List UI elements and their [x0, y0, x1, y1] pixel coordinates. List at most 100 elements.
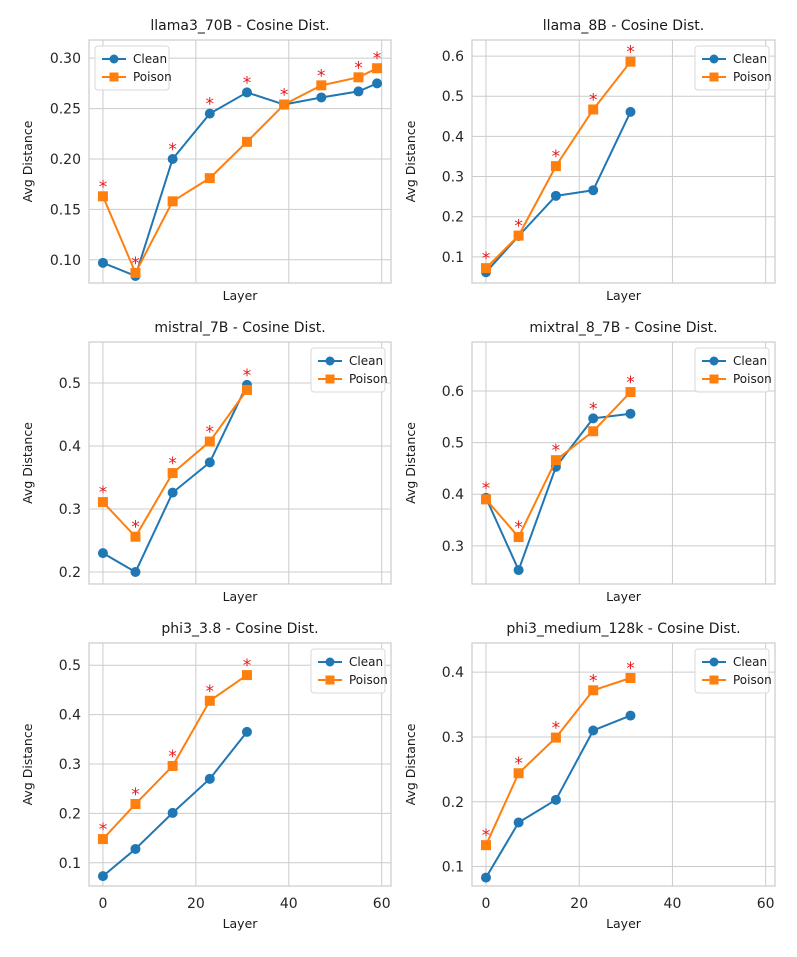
- legend: Clean Poison: [310, 648, 388, 694]
- significance-star: *: [206, 682, 215, 702]
- y-tick-label: 0.2: [59, 565, 81, 581]
- poison-legend-marker: [325, 374, 335, 384]
- clean-legend-marker: [709, 356, 719, 366]
- subplot-5: 0.1 0.2 0.3 0.4 0.5 0 20 40 60 phi3_3.8 - Cosine …: [20, 621, 392, 931]
- poison-data-point: [550, 732, 561, 743]
- chart-title: phi3_3.8 - Cosine Dist.: [161, 621, 318, 637]
- y-tick-label: 0.5: [442, 89, 464, 105]
- significance-star: *: [482, 479, 491, 499]
- clean-data-point: [353, 86, 364, 97]
- y-tick-label: 0.15: [50, 202, 81, 218]
- significance-star: *: [243, 366, 252, 386]
- poison-series-line: [102, 67, 378, 274]
- poison-data-point: [625, 672, 636, 683]
- plot-frame: [88, 341, 392, 585]
- clean-series-line: [102, 384, 248, 574]
- poison-data-point: [130, 531, 141, 542]
- poison-data-point: [588, 104, 599, 115]
- poison-legend-marker: [325, 675, 335, 685]
- plot-frame: [88, 39, 392, 284]
- y-tick-label: 0.10: [50, 253, 81, 269]
- plot-frame: [471, 341, 776, 585]
- clean-data-point: [550, 794, 561, 805]
- significance-star: *: [552, 719, 561, 739]
- significance-star: *: [626, 373, 635, 393]
- clean-series-line: [102, 82, 378, 277]
- poison-data-point: [167, 760, 178, 771]
- poison-data-point: [279, 99, 290, 110]
- significance-star: *: [514, 518, 523, 538]
- y-tick-label: 0.1: [442, 250, 464, 266]
- x-axis-label: Layer: [223, 589, 259, 604]
- significance-star: *: [168, 454, 177, 474]
- poison-legend-label: Poison: [733, 372, 772, 386]
- clean-legend-label: Clean: [133, 52, 167, 66]
- subplot-3: 0.2 0.3 0.4 0.5 mistral_7B - Cosine Dist. Lay…: [20, 320, 392, 604]
- y-tick-label: 0.5: [59, 658, 81, 674]
- legend: Clean Poison: [694, 347, 772, 393]
- significance-star: *: [552, 147, 561, 167]
- clean-data-point: [130, 843, 141, 854]
- x-tick-label: 0: [482, 896, 491, 912]
- clean-legend-label: Clean: [349, 655, 383, 669]
- clean-legend-label: Clean: [733, 354, 767, 368]
- clean-data-point: [625, 106, 636, 117]
- clean-data-point: [167, 487, 178, 498]
- chart-title: llama_8B - Cosine Dist.: [543, 18, 704, 34]
- significance-star: *: [552, 441, 561, 461]
- significance-star: *: [243, 656, 252, 676]
- poison-data-point: [588, 685, 599, 696]
- poison-data-point: [130, 799, 141, 810]
- clean-data-point: [97, 257, 108, 268]
- poison-data-point: [625, 387, 636, 398]
- y-tick-label: 0.4: [442, 487, 464, 503]
- x-axis-label: Layer: [223, 288, 259, 303]
- y-tick-label: 0.2: [59, 806, 81, 822]
- y-tick-label: 0.5: [442, 436, 464, 452]
- poison-data-point: [480, 840, 491, 851]
- significance-star: *: [206, 95, 215, 115]
- significance-star: *: [482, 826, 491, 846]
- significance-star: *: [99, 820, 108, 840]
- y-tick-label: 0.30: [50, 51, 81, 67]
- y-axis-label: Avg Distance: [20, 723, 35, 805]
- clean-legend-marker: [709, 657, 719, 667]
- clean-data-point: [241, 726, 252, 737]
- poison-data-point: [480, 494, 491, 505]
- poison-data-point: [204, 695, 215, 706]
- x-tick-label: 60: [757, 896, 775, 912]
- poison-data-point: [513, 768, 524, 779]
- clean-legend-marker: [709, 54, 719, 64]
- clean-data-point: [588, 413, 599, 424]
- clean-data-point: [167, 153, 178, 164]
- subplot-4: 0.3 0.4 0.5 0.6 mixtral_8_7B - Cosine Dist. L…: [403, 320, 776, 604]
- significance-star: *: [168, 140, 177, 160]
- x-tick-label: 0: [98, 896, 107, 912]
- y-axis-label: Avg Distance: [403, 120, 418, 202]
- clean-legend-marker: [109, 54, 119, 64]
- chart-title: mistral_7B - Cosine Dist.: [154, 320, 325, 336]
- clean-data-point: [550, 190, 561, 201]
- significance-star: *: [626, 659, 635, 679]
- subplot-1: 0.10 0.15 0.20 0.25 0.30 llama3_70B - Cosine …: [20, 18, 392, 303]
- poison-legend-marker: [709, 374, 719, 384]
- poison-data-point: [130, 267, 141, 278]
- x-axis-label: Layer: [606, 589, 642, 604]
- y-tick-label: 0.6: [442, 49, 464, 65]
- y-tick-label: 0.3: [442, 170, 464, 186]
- poison-legend-label: Poison: [133, 70, 172, 84]
- significance-star: *: [626, 43, 635, 63]
- clean-data-point: [167, 807, 178, 818]
- y-tick-label: 0.6: [442, 384, 464, 400]
- chart-title: phi3_medium_128k - Cosine Dist.: [506, 621, 740, 637]
- legend: Clean Poison: [694, 45, 772, 91]
- clean-data-point: [625, 710, 636, 721]
- poison-data-point: [316, 80, 327, 91]
- significance-star: *: [243, 73, 252, 93]
- clean-legend-label: Clean: [733, 655, 767, 669]
- x-axis-label: Layer: [223, 916, 259, 931]
- clean-series-line: [485, 412, 631, 572]
- clean-data-point: [480, 872, 491, 883]
- clean-data-point: [588, 725, 599, 736]
- poison-data-point: [204, 173, 215, 184]
